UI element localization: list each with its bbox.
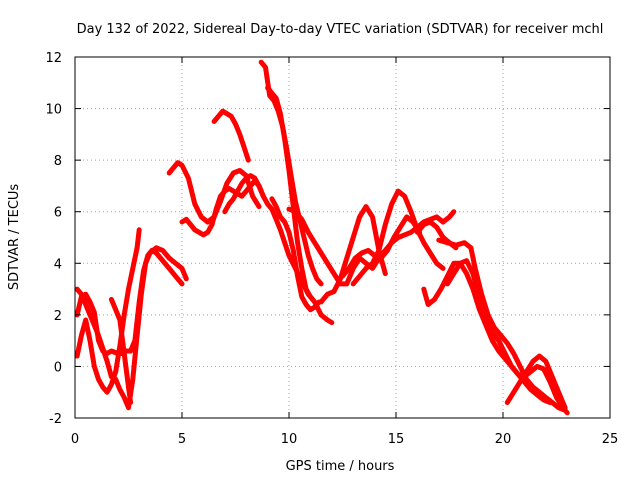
series-trace-17 (414, 209, 457, 230)
plot-frame (74, 56, 611, 419)
y-tick-label: 8 (54, 154, 62, 169)
x-tick-label: 25 (602, 432, 619, 447)
series-trace-11 (269, 196, 322, 313)
data-series-layer (74, 59, 570, 416)
series-trace-10 (265, 85, 313, 300)
x-axis-label: GPS time / hours (286, 459, 395, 474)
series-trace-4 (108, 296, 134, 405)
series-trace-7 (211, 108, 251, 163)
x-tick-label: 5 (178, 432, 186, 447)
x-tick-label: 15 (388, 432, 405, 447)
series-trace-3 (74, 227, 142, 395)
series-trace-14 (340, 214, 422, 279)
series-trace-1 (74, 247, 185, 356)
series-trace-6 (179, 178, 266, 238)
series-trace-15 (350, 188, 446, 287)
series-trace-2 (74, 245, 189, 411)
x-axis-ticks: 0 5 10 15 20 25 (71, 57, 618, 447)
y-tick-label: 0 (54, 360, 62, 375)
y-tick-label: 2 (54, 309, 62, 324)
y-tick-label: 4 (54, 257, 62, 272)
y-tick-label: 6 (54, 206, 62, 221)
series-trace-21 (504, 353, 568, 411)
series-trace-13 (318, 204, 388, 305)
chart-title: Day 132 of 2022, Sidereal Day-to-day VTE… (77, 22, 604, 37)
x-tick-label: 10 (281, 432, 298, 447)
series-trace-18 (436, 237, 568, 413)
x-tick-label: 0 (71, 432, 79, 447)
series-trace-20 (444, 258, 570, 416)
y-tick-label: 10 (45, 103, 62, 118)
series-trace-12 (286, 206, 420, 287)
x-tick-label: 20 (495, 432, 512, 447)
y-axis-ticks: -2 0 2 4 6 8 10 12 (45, 51, 610, 427)
y-tick-label: -2 (49, 412, 62, 427)
y-axis-label: SDTVAR / TECUs (7, 184, 22, 291)
y-tick-label: 12 (45, 51, 62, 66)
